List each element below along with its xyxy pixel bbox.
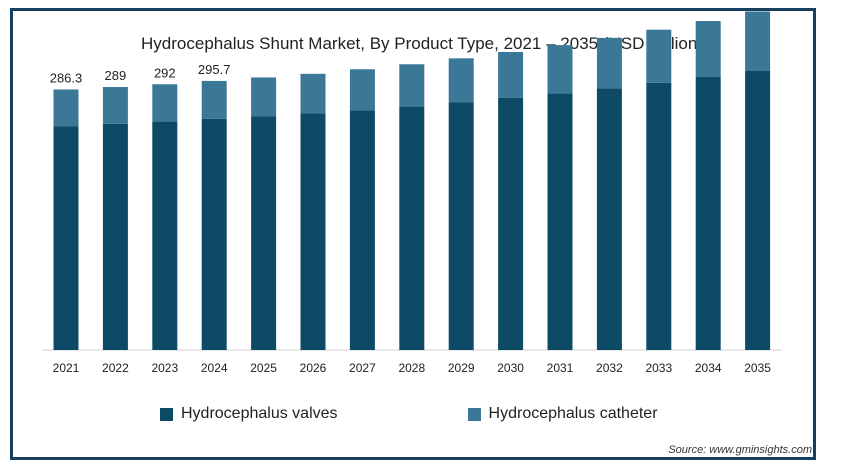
x-tick-label: 2021 xyxy=(53,361,80,375)
legend-label-valves: Hydrocephalus valves xyxy=(181,405,338,422)
source-note: Source: www.gminsights.com xyxy=(668,444,812,456)
bar-valves-2032 xyxy=(596,88,622,350)
x-tick-label: 2032 xyxy=(596,361,623,375)
legend-label-catheter: Hydrocephalus catheter xyxy=(488,405,658,422)
bar-catheter-2033 xyxy=(646,29,672,83)
bar-valves-2024 xyxy=(201,118,227,350)
bar-catheter-2022 xyxy=(102,87,128,124)
x-tick-label: 2025 xyxy=(250,361,277,375)
bar-catheter-2034 xyxy=(695,21,721,77)
x-tick-label: 2024 xyxy=(201,361,228,375)
bar-catheter-2032 xyxy=(596,37,622,89)
x-tick-label: 2023 xyxy=(151,361,178,375)
bar-valves-2025 xyxy=(251,116,277,350)
legend-item-catheter: Hydrocephalus catheter xyxy=(467,405,658,423)
chart-legend: Hydrocephalus valves Hydrocephalus cathe… xyxy=(160,405,658,423)
bar-catheter-2030 xyxy=(498,51,524,98)
x-tick-label: 2022 xyxy=(102,361,129,375)
x-tick-label: 2034 xyxy=(695,361,722,375)
x-tick-label: 2028 xyxy=(398,361,425,375)
bar-valves-2023 xyxy=(152,121,178,350)
bar-valves-2030 xyxy=(498,97,524,351)
bar-valves-2029 xyxy=(448,102,474,350)
bar-catheter-2028 xyxy=(399,64,425,107)
x-tick-label: 2027 xyxy=(349,361,376,375)
bar-valves-2026 xyxy=(300,113,326,351)
data-label: 286.3 xyxy=(50,70,83,85)
x-tick-label: 2029 xyxy=(448,361,475,375)
data-label: 292 xyxy=(154,65,176,80)
data-label: 289 xyxy=(105,68,127,83)
x-tick-label: 2026 xyxy=(300,361,327,375)
bar-catheter-2031 xyxy=(547,45,573,94)
bar-valves-2035 xyxy=(745,70,771,350)
bar-valves-2021 xyxy=(53,126,79,350)
bar-catheter-2024 xyxy=(201,80,227,119)
legend-swatch-catheter xyxy=(467,407,481,421)
bar-catheter-2035 xyxy=(745,11,771,71)
x-tick-label: 2033 xyxy=(645,361,672,375)
data-label: 295.7 xyxy=(198,62,231,77)
bar-catheter-2025 xyxy=(251,77,277,117)
bar-catheter-2027 xyxy=(349,69,375,111)
bar-valves-2034 xyxy=(695,77,721,350)
x-tick-label: 2031 xyxy=(547,361,574,375)
bar-catheter-2021 xyxy=(53,89,79,127)
bar-valves-2028 xyxy=(399,106,425,350)
legend-swatch-valves xyxy=(160,407,173,421)
x-tick-label: 2030 xyxy=(497,361,524,375)
bar-catheter-2029 xyxy=(448,58,474,103)
bar-valves-2027 xyxy=(349,110,375,350)
x-tick-label: 2035 xyxy=(744,361,771,375)
bar-catheter-2026 xyxy=(300,73,326,114)
bar-valves-2031 xyxy=(547,93,573,350)
bar-catheter-2023 xyxy=(152,84,178,122)
bar-valves-2033 xyxy=(646,82,672,350)
legend-item-valves: Hydrocephalus valves xyxy=(160,405,338,423)
bar-valves-2022 xyxy=(102,123,128,351)
